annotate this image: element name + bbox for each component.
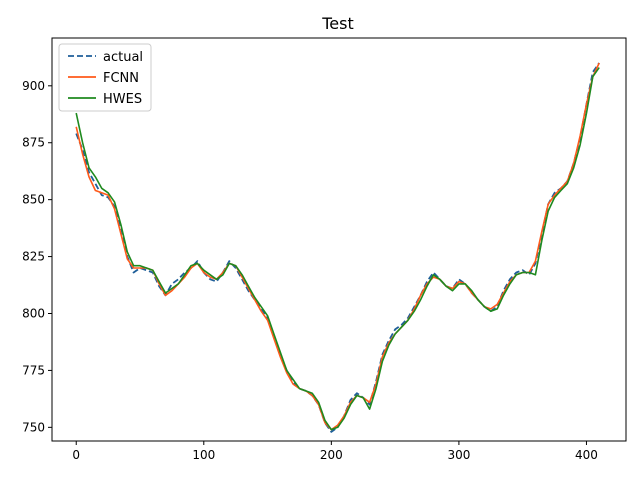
series-layer: [75, 62, 600, 433]
x-tick-label: 200: [320, 448, 343, 462]
y-tick-label: 900: [22, 79, 45, 93]
legend: actual FCNN HWES: [58, 43, 152, 112]
x-tick-label: 400: [575, 448, 598, 462]
x-tick-label: 0: [72, 448, 80, 462]
series-line-fcnn: [75, 62, 600, 431]
y-tick-label: 775: [22, 363, 45, 377]
y-tick-label: 875: [22, 136, 45, 150]
legend-label-actual: actual: [103, 50, 143, 65]
y-tick-label: 825: [22, 250, 45, 264]
series-line-hwes: [75, 67, 600, 431]
y-tick-label: 800: [22, 306, 45, 320]
legend-label-fcnn: FCNN: [103, 71, 139, 86]
x-tick-label: 300: [447, 448, 470, 462]
y-tick-label: 850: [22, 193, 45, 207]
legend-label-hwes: HWES: [103, 92, 142, 107]
y-axis: 750 775 800 825 850 875 900: [22, 79, 52, 434]
legend-box: [58, 43, 152, 112]
x-axis: 0 100 200 300 400: [72, 441, 598, 462]
x-tick-label: 100: [192, 448, 215, 462]
plot-frame: [51, 37, 627, 442]
chart-title: Test: [321, 14, 354, 33]
y-tick-label: 750: [22, 420, 45, 434]
